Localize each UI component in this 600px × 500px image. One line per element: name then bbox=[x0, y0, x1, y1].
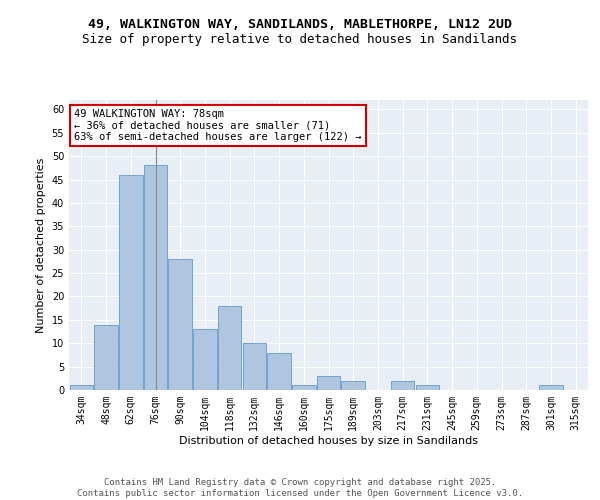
Text: Contains HM Land Registry data © Crown copyright and database right 2025.
Contai: Contains HM Land Registry data © Crown c… bbox=[77, 478, 523, 498]
Bar bbox=[317, 376, 340, 390]
X-axis label: Distribution of detached houses by size in Sandilands: Distribution of detached houses by size … bbox=[179, 436, 478, 446]
Bar bbox=[169, 259, 192, 390]
Bar bbox=[218, 306, 241, 390]
Bar bbox=[292, 386, 316, 390]
Text: Size of property relative to detached houses in Sandilands: Size of property relative to detached ho… bbox=[83, 32, 517, 46]
Bar bbox=[416, 386, 439, 390]
Bar bbox=[94, 324, 118, 390]
Text: 49 WALKINGTON WAY: 78sqm
← 36% of detached houses are smaller (71)
63% of semi-d: 49 WALKINGTON WAY: 78sqm ← 36% of detach… bbox=[74, 108, 362, 142]
Bar bbox=[391, 380, 415, 390]
Bar bbox=[341, 380, 365, 390]
Bar bbox=[144, 166, 167, 390]
Bar bbox=[193, 329, 217, 390]
Bar bbox=[70, 386, 93, 390]
Bar bbox=[119, 175, 143, 390]
Y-axis label: Number of detached properties: Number of detached properties bbox=[36, 158, 46, 332]
Bar bbox=[268, 352, 291, 390]
Text: 49, WALKINGTON WAY, SANDILANDS, MABLETHORPE, LN12 2UD: 49, WALKINGTON WAY, SANDILANDS, MABLETHO… bbox=[88, 18, 512, 30]
Bar bbox=[242, 343, 266, 390]
Bar bbox=[539, 386, 563, 390]
